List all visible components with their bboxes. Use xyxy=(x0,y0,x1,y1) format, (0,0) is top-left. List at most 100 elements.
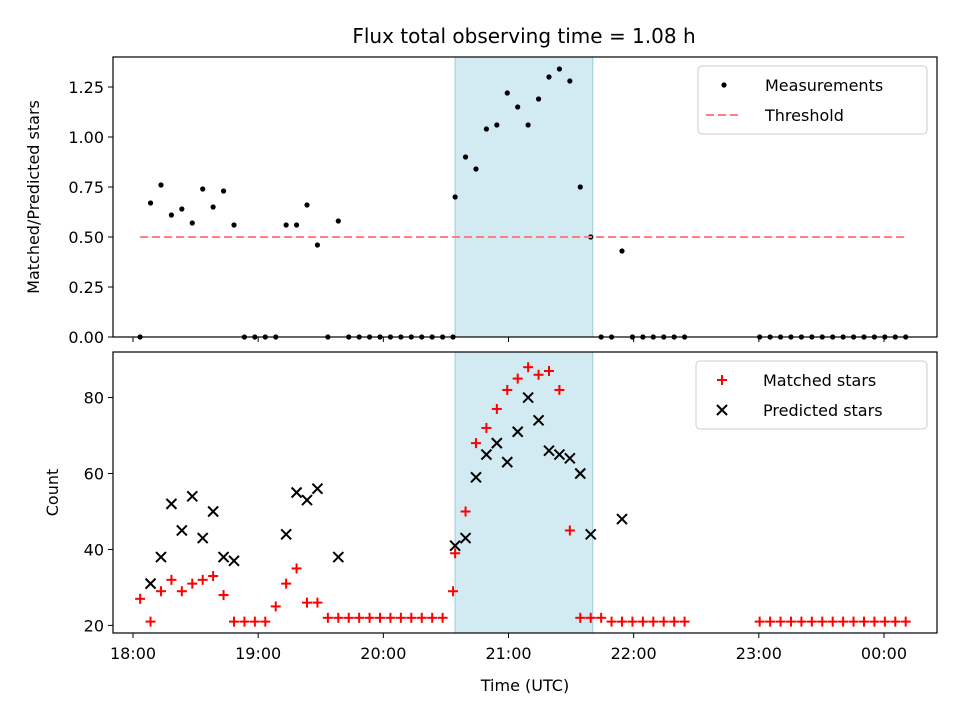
measurement-point xyxy=(504,90,510,96)
x-tick-label: 22:00 xyxy=(611,644,657,663)
matched-point xyxy=(312,597,323,608)
matched-point xyxy=(900,616,911,627)
predicted-point xyxy=(155,551,167,563)
matched-point xyxy=(606,616,617,627)
predicted-point xyxy=(459,532,472,544)
matched-point xyxy=(554,384,565,395)
predicted-point xyxy=(311,482,324,495)
y-tick-label: 0.50 xyxy=(68,228,104,247)
legend-label: Measurements xyxy=(765,76,883,95)
x-tick-label: 19:00 xyxy=(235,644,281,663)
predicted-point xyxy=(332,551,345,563)
predicted-point xyxy=(491,437,503,449)
matched-point xyxy=(145,616,156,627)
predicted-point xyxy=(176,524,188,537)
matched-point xyxy=(669,616,680,627)
measurement-point xyxy=(462,154,469,160)
matched-point xyxy=(564,525,575,536)
measurement-point xyxy=(619,248,625,254)
measurement-point xyxy=(483,126,490,132)
predicted-point xyxy=(186,490,198,503)
matched-point xyxy=(395,612,406,623)
measurement-point xyxy=(304,202,310,208)
matched-point xyxy=(512,373,523,384)
measurement-point xyxy=(189,220,195,226)
matched-point xyxy=(437,612,448,623)
legend: Matched stars Predicted stars xyxy=(695,360,928,430)
matched-point xyxy=(796,616,807,627)
measurement-point xyxy=(335,218,341,224)
matched-point xyxy=(785,616,796,627)
matched-point xyxy=(450,548,461,559)
measurement-point xyxy=(147,200,154,206)
matched-point xyxy=(406,612,417,623)
y-tick-label: 20 xyxy=(84,616,104,635)
matched-point xyxy=(765,616,776,627)
measurement-point xyxy=(535,96,542,102)
matched-point xyxy=(281,578,292,589)
measurement-point xyxy=(283,222,289,228)
matched-point xyxy=(302,597,313,608)
x-tick-label: 23:00 xyxy=(736,644,782,663)
matched-point xyxy=(375,612,386,623)
measurement-point xyxy=(556,66,563,72)
predicted-point xyxy=(585,528,597,540)
matched-point xyxy=(658,616,669,627)
measurement-point xyxy=(525,122,531,128)
chart-title: Flux total observing time = 1.08 h xyxy=(352,24,695,48)
predicted-point xyxy=(280,528,292,540)
matched-point xyxy=(239,616,250,627)
matched-point xyxy=(679,616,690,627)
measurement-point xyxy=(168,212,175,218)
y-tick-label: 1.00 xyxy=(68,128,104,147)
matched-point xyxy=(228,616,239,627)
matched-point xyxy=(827,616,838,627)
predicted-point xyxy=(196,532,209,544)
y-axis-label: Matched/Predicted stars xyxy=(24,100,43,294)
predicted-point xyxy=(511,426,524,438)
matched-point xyxy=(460,506,471,517)
measurement-point xyxy=(452,194,458,200)
measurement-point xyxy=(494,122,500,128)
matched-point xyxy=(879,616,890,627)
measurement-point xyxy=(473,166,479,172)
x-axis-label: Time (UTC) xyxy=(480,676,569,695)
y-tick-label: 1.25 xyxy=(68,78,104,97)
predicted-point xyxy=(207,505,219,518)
matched-point xyxy=(291,563,302,574)
series-predicted-stars xyxy=(144,391,628,590)
y-tick-label: 80 xyxy=(84,389,104,408)
predicted-point xyxy=(616,513,628,525)
matched-point xyxy=(354,612,365,623)
legend-item: Matched stars xyxy=(717,371,876,390)
measurement-point xyxy=(158,182,164,188)
predicted-point xyxy=(501,456,513,468)
legend-item: Predicted stars xyxy=(716,401,883,420)
x-tick-label: 18:00 xyxy=(110,644,156,663)
y-tick-label: 0.25 xyxy=(68,278,104,297)
matched-point xyxy=(427,612,438,623)
matched-point xyxy=(543,365,554,376)
matched-point xyxy=(135,593,146,604)
axes-frame xyxy=(112,351,938,634)
axes-frame xyxy=(112,56,938,338)
predicted-point xyxy=(144,577,157,590)
matched-point xyxy=(617,616,628,627)
predicted-point xyxy=(480,448,493,461)
measurement-point xyxy=(231,222,237,228)
highlight-span xyxy=(454,56,594,338)
matched-point xyxy=(575,612,586,623)
matched-point xyxy=(596,612,607,623)
highlight-span xyxy=(454,351,594,634)
predicted-point xyxy=(228,555,240,567)
matched-point xyxy=(491,403,502,414)
matched-point xyxy=(838,616,849,627)
predicted-point xyxy=(564,452,576,465)
bottom-panel-counts: 20 40 60 80 18:00 19:00 20:00 21:00 22:00 23:00 00… xyxy=(43,351,938,695)
matched-point xyxy=(890,616,901,627)
matched-point xyxy=(322,612,333,623)
matched-point xyxy=(197,574,208,585)
matched-point xyxy=(533,369,544,380)
legend-item: Threshold xyxy=(706,106,844,125)
